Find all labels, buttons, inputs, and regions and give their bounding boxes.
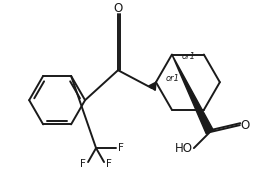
Text: or1: or1 [166, 74, 180, 83]
Text: F: F [106, 159, 112, 169]
Polygon shape [172, 55, 214, 134]
Text: O: O [113, 2, 123, 15]
Text: F: F [80, 159, 86, 169]
Text: O: O [240, 119, 249, 132]
Polygon shape [149, 82, 156, 90]
Text: F: F [118, 143, 124, 153]
Text: or1: or1 [182, 52, 196, 61]
Text: HO: HO [175, 142, 193, 155]
